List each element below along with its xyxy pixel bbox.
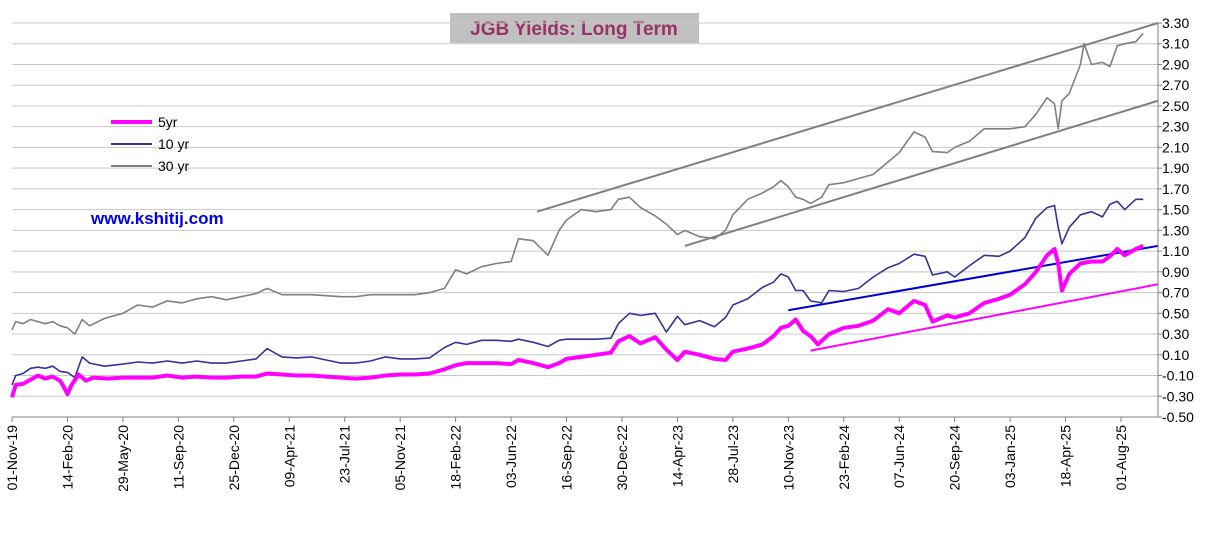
x-tick-label-15: 23-Feb-24 [836,425,852,490]
x-tick-label-20: 01-Aug-25 [1113,425,1129,491]
trendlines [536,22,1159,352]
x-tick-label-10: 16-Sep-22 [559,425,575,491]
x-tick-label-3: 11-Sep-20 [170,425,186,490]
x-tick-label-11: 30-Dec-22 [614,425,630,491]
y-tick-label-11: 1.70 [1162,181,1189,197]
y-tick-label-3: 0.10 [1162,347,1189,363]
legend-label-5yr: 5yr [158,114,178,130]
y-tick-label-18: 3.10 [1162,36,1189,52]
y-axis-tick-labels: -0.50 -0.30 -0.10 0.10 0.30 0.50 0.70 0.90 1.10 1… [1158,15,1194,425]
x-tick-label-5: 09-Apr-21 [281,425,297,487]
y-tick-label-8: 1.10 [1162,243,1189,259]
trendline-1 [684,99,1159,247]
x-tick-label-17: 20-Sep-24 [947,425,963,491]
y-tick-label-12: 1.90 [1162,160,1189,176]
x-tick-label-14: 10-Nov-23 [780,425,796,491]
y-tick-label-17: 2.90 [1162,56,1189,72]
y-tick-label-19: 3.30 [1162,15,1189,31]
y-tick-label-13: 2.10 [1162,139,1189,155]
y-tick-label-10: 1.50 [1162,202,1189,218]
watermark-text: www.kshitij.com [90,209,224,228]
y-tick-label-15: 2.50 [1162,98,1189,114]
trendline-3 [810,283,1159,352]
legend-label-10yr: 10 yr [158,136,189,152]
x-tick-label-9: 03-Jun-22 [503,425,519,488]
y-tick-label-14: 2.30 [1162,119,1189,135]
x-tick-label-8: 18-Feb-22 [448,425,464,490]
y-tick-label-16: 2.70 [1162,77,1189,93]
y-tick-label-9: 1.30 [1162,222,1189,238]
trendline-2 [788,244,1159,312]
x-tick-label-4: 25-Dec-20 [226,425,242,491]
legend-label-30yr: 30 yr [158,158,189,174]
x-axis-tick-labels: 01-Nov-19 14-Feb-20 29-May-20 11-Sep-20 25-D… [4,417,1129,492]
y-tick-label-7: 0.90 [1162,264,1189,280]
series-lines [10,32,1144,398]
x-tick-label-7: 05-Nov-21 [392,425,408,491]
y-tick-label-4: 0.30 [1162,326,1189,342]
x-tick-label-1: 14-Feb-20 [59,425,75,490]
y-tick-label-0: -0.50 [1162,409,1194,425]
y-tick-label-5: 0.50 [1162,305,1189,321]
x-tick-label-18: 03-Jan-25 [1002,425,1018,488]
x-tick-label-6: 23-Jul-21 [337,425,353,484]
y-tick-label-1: -0.30 [1162,388,1194,404]
series-line-10yr [11,198,1144,386]
y-tick-label-2: -0.10 [1162,368,1194,384]
trendline-0 [536,22,1159,213]
x-tick-label-19: 18-Apr-25 [1058,425,1074,487]
series-line-30yr [11,32,1144,335]
x-tick-label-12: 14-Apr-23 [669,425,685,487]
x-tick-label-0: 01-Nov-19 [4,425,20,491]
axes [12,23,1159,418]
y-tick-label-6: 0.70 [1162,285,1189,301]
x-tick-label-16: 07-Jun-24 [891,425,907,488]
chart-title: JGB Yields: Long Term [470,19,678,40]
x-tick-label-2: 29-May-20 [115,425,131,492]
title-background [450,13,699,43]
series-line-5yr [10,244,1144,398]
x-tick-label-13: 28-Jul-23 [725,425,741,484]
legend: 5yr 10 yr 30 yr [111,114,189,174]
